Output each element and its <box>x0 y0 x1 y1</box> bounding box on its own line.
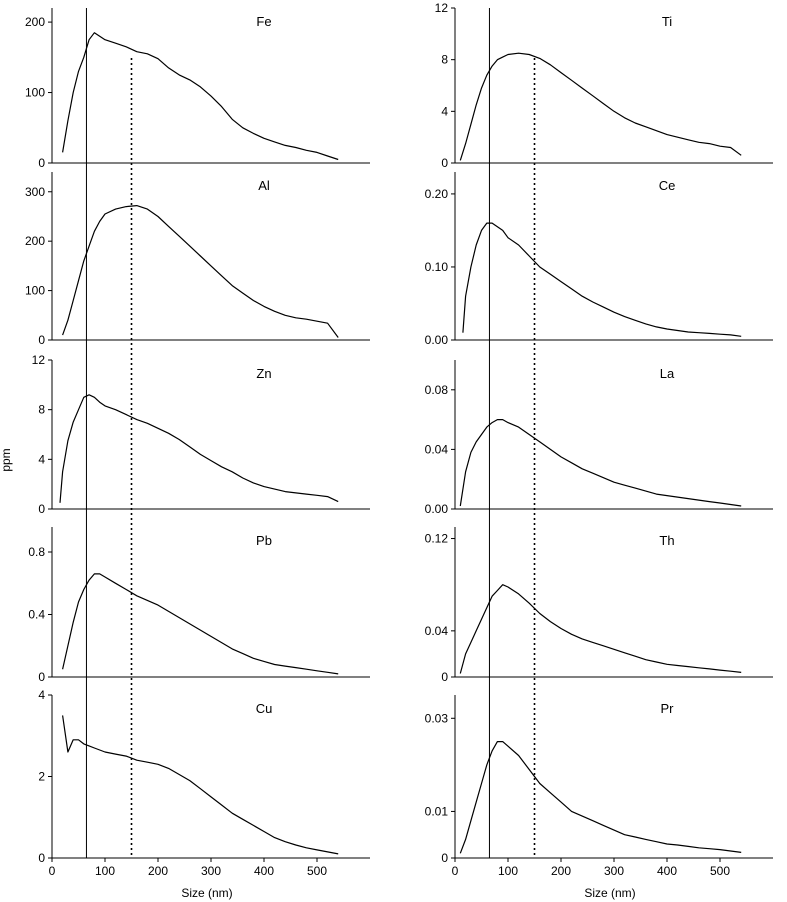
panel-pb: 0 0.4 0.8 Pb <box>28 527 370 684</box>
series-line-ti <box>459 52 742 161</box>
y-tick-label-ti: 4 <box>441 104 448 118</box>
element-label-ce: Ce <box>659 178 676 193</box>
y-tick-label-al: 200 <box>25 234 45 248</box>
panel-th: 0 0.04 0.12 Th <box>425 527 773 684</box>
series-line-th <box>459 584 742 674</box>
x-tick-label-right: 0 <box>452 864 459 878</box>
x-axis-label-left: Size (nm) <box>181 886 232 900</box>
panel-fe: 0 100 200 Fe <box>25 8 370 170</box>
x-tick-label-right: 200 <box>551 864 571 878</box>
y-tick-label-zn: 4 <box>38 452 45 466</box>
x-tick-label-left: 100 <box>95 864 115 878</box>
series-line-ce <box>462 222 742 337</box>
x-tick-label-right: 400 <box>657 864 677 878</box>
y-tick-label-al: 0 <box>38 333 45 347</box>
y-tick-label-ti: 12 <box>435 1 449 15</box>
panel-cu: 0 2 4 Cu <box>38 688 370 865</box>
y-tick-label-th: 0 <box>441 670 448 684</box>
y-tick-label-pb: 0.4 <box>28 608 45 622</box>
x-tick-label-right: 500 <box>710 864 730 878</box>
x-tick-label-left: 0 <box>49 864 56 878</box>
panel-ti: 0 4 8 12 Ti <box>435 1 773 170</box>
x-axis-label-right: Size (nm) <box>584 886 635 900</box>
series-line-fe <box>62 32 339 161</box>
element-label-pr: Pr <box>661 701 675 716</box>
panels-group: 0 100 200 Fe 0 100 200 300 Al 0 4 8 12 Zn 0 0.4 0.8 Pb 0 2 4… <box>25 1 773 878</box>
series-line-zn <box>59 394 339 503</box>
y-tick-label-la: 0.04 <box>425 442 449 456</box>
element-label-ti: Ti <box>662 14 672 29</box>
x-tick-label-left: 300 <box>201 864 221 878</box>
y-tick-label-ce: 0.00 <box>425 333 449 347</box>
series-line-pb <box>62 573 339 675</box>
y-tick-label-zn: 0 <box>38 502 45 516</box>
y-tick-label-cu: 0 <box>38 851 45 865</box>
panel-al: 0 100 200 300 Al <box>25 172 370 347</box>
element-label-fe: Fe <box>256 14 271 29</box>
y-tick-label-th: 0.12 <box>425 532 449 546</box>
y-tick-label-ti: 8 <box>441 53 448 67</box>
element-label-zn: Zn <box>256 366 271 381</box>
y-tick-label-fe: 0 <box>38 156 45 170</box>
element-label-la: La <box>660 366 675 381</box>
panel-zn: 0 4 8 12 Zn <box>32 353 370 516</box>
y-tick-label-cu: 2 <box>38 770 45 784</box>
panel-pr: 0 0.01 0.03 Pr <box>425 695 773 865</box>
y-tick-label-al: 100 <box>25 284 45 298</box>
y-tick-label-la: 0.08 <box>425 383 449 397</box>
element-label-al: Al <box>258 178 270 193</box>
series-line-al <box>62 205 339 338</box>
y-tick-label-la: 0.00 <box>425 502 449 516</box>
y-tick-label-pr: 0 <box>441 851 448 865</box>
panel-ce: 0.00 0.10 0.20 Ce <box>425 172 773 347</box>
x-tick-label-right: 300 <box>604 864 624 878</box>
y-tick-label-pr: 0.01 <box>425 804 449 818</box>
element-label-cu: Cu <box>256 701 273 716</box>
y-tick-label-zn: 12 <box>32 353 46 367</box>
series-line-la <box>459 419 742 507</box>
x-tick-label-left: 200 <box>148 864 168 878</box>
y-tick-label-pb: 0 <box>38 670 45 684</box>
y-axis-label: ppm <box>0 448 13 471</box>
y-tick-label-fe: 200 <box>25 15 45 29</box>
y-tick-label-pr: 0.03 <box>425 711 449 725</box>
y-tick-label-th: 0.04 <box>425 624 449 638</box>
series-line-pr <box>459 741 742 854</box>
y-tick-label-zn: 8 <box>38 403 45 417</box>
y-tick-label-ce: 0.20 <box>425 187 449 201</box>
x-tick-label-left: 500 <box>307 864 327 878</box>
x-tick-label-left: 400 <box>254 864 274 878</box>
element-label-th: Th <box>659 533 674 548</box>
x-tick-label-right: 100 <box>498 864 518 878</box>
y-tick-label-ti: 0 <box>441 156 448 170</box>
y-tick-label-pb: 0.8 <box>28 545 45 559</box>
panel-la: 0.00 0.04 0.08 La <box>425 360 773 516</box>
y-tick-label-ce: 0.10 <box>425 260 449 274</box>
element-label-pb: Pb <box>256 533 272 548</box>
y-tick-label-cu: 4 <box>38 688 45 702</box>
y-tick-label-al: 300 <box>25 185 45 199</box>
series-line-cu <box>62 715 339 855</box>
y-tick-label-fe: 100 <box>25 86 45 100</box>
